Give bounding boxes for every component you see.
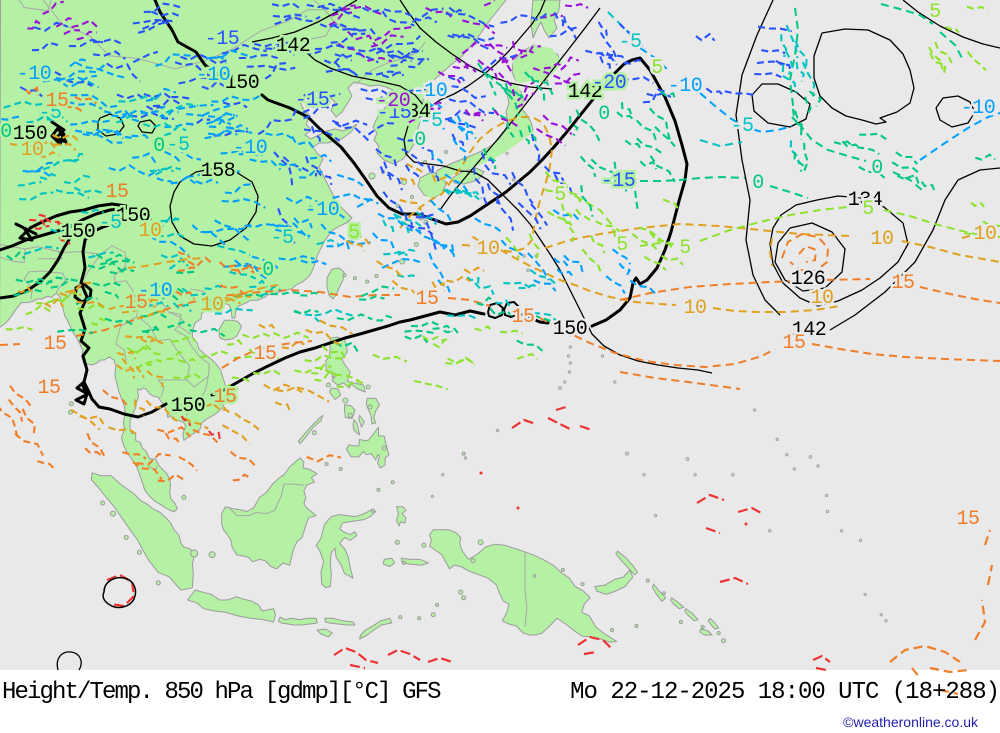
svg-text:-10: -10 — [17, 63, 52, 86]
svg-text:10: 10 — [476, 238, 499, 261]
svg-text:5: 5 — [862, 198, 874, 221]
svg-text:0: 0 — [262, 259, 274, 282]
svg-text:-10: -10 — [138, 280, 173, 303]
svg-text:0: 0 — [598, 103, 610, 126]
svg-text:-20: -20 — [592, 72, 627, 95]
svg-text:0: 0 — [871, 157, 883, 180]
svg-text:142: 142 — [792, 319, 827, 342]
svg-text:15: 15 — [415, 288, 438, 311]
svg-text:-15: -15 — [377, 102, 412, 125]
svg-text:15: 15 — [891, 272, 914, 295]
svg-text:158: 158 — [201, 160, 236, 183]
svg-text:-5: -5 — [730, 115, 753, 138]
svg-text:134: 134 — [396, 101, 431, 124]
svg-text:0: 0 — [153, 135, 165, 158]
svg-text:10: 10 — [138, 220, 161, 243]
svg-text:15: 15 — [956, 508, 979, 531]
svg-text:0: 0 — [752, 172, 764, 195]
svg-text:10: 10 — [683, 297, 706, 320]
svg-text:150: 150 — [553, 318, 588, 341]
svg-text:-10: -10 — [196, 64, 231, 87]
svg-text:150: 150 — [13, 123, 48, 146]
svg-text:5: 5 — [554, 184, 566, 207]
svg-text:Mo 22-12-2025 18:00 UTC (18+28: Mo 22-12-2025 18:00 UTC (18+288) — [570, 679, 999, 706]
svg-text:-20: -20 — [376, 90, 411, 113]
svg-text:Height/Temp. 850 hPa [gdmp][°C: Height/Temp. 850 hPa [gdmp][°C] GFS — [2, 679, 441, 706]
svg-text:5: 5 — [679, 237, 691, 260]
svg-text:5: 5 — [348, 222, 360, 245]
svg-text:15: 15 — [253, 343, 276, 366]
svg-text:15: 15 — [782, 332, 805, 355]
svg-text:15: 15 — [45, 90, 68, 113]
svg-text:10: 10 — [973, 223, 996, 246]
svg-text:-5: -5 — [270, 227, 293, 250]
svg-text:5: 5 — [651, 57, 663, 80]
svg-text:-10: -10 — [961, 97, 996, 120]
svg-text:0: 0 — [414, 129, 426, 152]
svg-text:-15: -15 — [601, 170, 636, 193]
svg-text:150: 150 — [225, 72, 260, 95]
svg-text:15: 15 — [37, 377, 60, 400]
svg-text:5: 5 — [616, 234, 628, 257]
svg-text:15: 15 — [124, 292, 147, 315]
svg-text:15: 15 — [43, 333, 66, 356]
svg-text:10: 10 — [200, 294, 223, 317]
svg-text:126: 126 — [791, 268, 826, 291]
svg-text:-15: -15 — [205, 28, 240, 51]
svg-text:-10: -10 — [668, 75, 703, 98]
svg-text:142: 142 — [568, 81, 603, 104]
svg-text:-15: -15 — [295, 89, 330, 112]
svg-text:-5: -5 — [98, 212, 121, 235]
svg-text:10: 10 — [20, 139, 43, 162]
svg-text:150: 150 — [61, 221, 96, 244]
svg-text:-10: -10 — [233, 137, 268, 160]
svg-text:142: 142 — [276, 35, 311, 58]
svg-text:-5: -5 — [618, 31, 641, 54]
svg-text:134: 134 — [848, 189, 883, 212]
svg-text:5: 5 — [929, 1, 941, 24]
svg-text:15: 15 — [213, 386, 236, 409]
svg-text:150: 150 — [116, 205, 151, 228]
svg-text:15: 15 — [511, 306, 534, 329]
svg-text:-5: -5 — [38, 102, 61, 125]
svg-text:0: 0 — [0, 121, 12, 144]
svg-text:10: 10 — [870, 228, 893, 251]
svg-text:150: 150 — [171, 395, 206, 418]
svg-text:©weatheronline.co.uk: ©weatheronline.co.uk — [843, 714, 979, 730]
svg-text:10: 10 — [810, 287, 833, 310]
svg-text:15: 15 — [105, 181, 128, 204]
svg-text:-5: -5 — [419, 110, 442, 133]
svg-text:-10: -10 — [305, 199, 340, 222]
svg-text:-10: -10 — [413, 80, 448, 103]
svg-text:-5: -5 — [166, 134, 189, 157]
